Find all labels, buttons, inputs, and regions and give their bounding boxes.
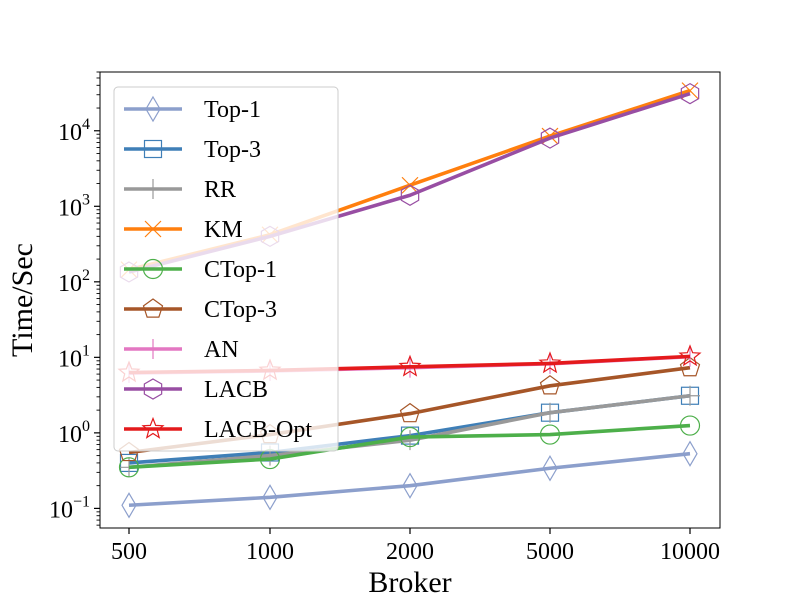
series-ctop-1 <box>118 415 701 478</box>
data-point <box>682 440 698 467</box>
legend-entry: AN <box>124 337 239 363</box>
legend-label: LACB-Opt <box>204 417 312 443</box>
legend-frame <box>113 86 339 452</box>
data-point <box>679 415 701 436</box>
series-line <box>128 423 691 470</box>
data-point <box>680 385 700 406</box>
legend-label: KM <box>204 217 243 243</box>
x-tick-label: 10000 <box>660 539 720 565</box>
legend-label: RR <box>204 177 236 203</box>
data-point <box>539 424 561 445</box>
data-point <box>540 127 560 149</box>
y-tick-label: 103 <box>58 191 90 221</box>
x-axis-title: Broker <box>368 566 451 599</box>
legend-marker <box>143 179 163 199</box>
y-tick-label: 100 <box>58 418 90 448</box>
y-tick-label: 101 <box>58 342 90 372</box>
y-axis: 10−1 100 101 102 103 104 <box>49 71 100 526</box>
series-line <box>128 451 691 508</box>
legend-entry: CTop-3 <box>124 297 277 323</box>
x-tick-label: 2000 <box>386 539 434 565</box>
legend-label: Top-1 <box>204 97 261 123</box>
data-point <box>121 492 137 519</box>
data-point <box>399 426 421 448</box>
data-point <box>538 351 562 374</box>
legend-label: CTop-1 <box>204 257 277 283</box>
legend-entry: Top-1 <box>124 95 261 123</box>
legend-entry: RR <box>124 177 236 203</box>
y-tick-label: 10−1 <box>49 493 90 523</box>
legend-marker <box>142 298 164 318</box>
legend-marker <box>143 139 163 159</box>
legend-marker <box>143 378 163 400</box>
data-point <box>679 356 701 377</box>
legend-marker <box>145 95 161 123</box>
x-tick-label: 5000 <box>526 539 574 565</box>
x-axis: 500 1000 2000 5000 10000 <box>111 528 720 565</box>
legend-label: CTop-3 <box>204 297 277 323</box>
legend-entry: LACB <box>124 377 268 403</box>
data-point <box>262 484 278 511</box>
legend-label: AN <box>204 337 239 363</box>
x-tick-label: 500 <box>111 539 147 565</box>
x-tick-label: 1000 <box>246 539 294 565</box>
y-tick-label: 104 <box>58 116 90 146</box>
data-point <box>402 472 418 499</box>
legend-entry: CTop-1 <box>124 257 277 283</box>
series-top-1 <box>121 440 698 519</box>
legend-entry: KM <box>124 217 243 243</box>
data-point <box>678 344 702 367</box>
legend-marker <box>142 258 164 280</box>
legend-entry: LACB-Opt <box>124 416 312 443</box>
data-point <box>400 184 420 206</box>
y-axis-title: Time/Sec <box>6 243 39 357</box>
legend-entry: Top-3 <box>124 137 261 163</box>
data-point <box>542 455 558 482</box>
legend-label: Top-3 <box>204 137 261 163</box>
legend-label: LACB <box>204 377 268 403</box>
legend-marker <box>144 220 162 238</box>
data-point <box>539 375 561 395</box>
data-point <box>398 354 422 377</box>
data-point <box>399 402 421 423</box>
y-tick-label: 102 <box>58 267 90 297</box>
data-point <box>680 82 700 105</box>
legend-marker <box>141 416 165 439</box>
data-point <box>118 457 140 478</box>
legend: Top-1 Top-3 RR KM CTop-1 CTop-3 AN LACB LACB-Opt <box>113 86 339 452</box>
data-point <box>540 402 560 423</box>
